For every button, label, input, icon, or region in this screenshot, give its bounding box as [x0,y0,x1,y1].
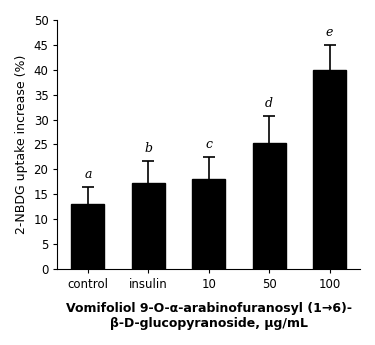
Text: a: a [84,168,92,181]
Y-axis label: 2-NBDG uptake increase (%): 2-NBDG uptake increase (%) [15,55,28,234]
Text: e: e [326,26,333,39]
Text: c: c [205,138,212,151]
Bar [192,179,225,269]
Text: d: d [265,97,273,110]
Text: b: b [144,142,152,155]
X-axis label: Vomifoliol 9-O-α-arabinofuranosyl (1→6)-
β-D-glucopyranoside, μg/mL: Vomifoliol 9-O-α-arabinofuranosyl (1→6)-… [66,302,352,330]
Bar [313,70,346,269]
Bar [252,144,286,269]
Bar [71,204,105,269]
Bar [132,183,165,269]
